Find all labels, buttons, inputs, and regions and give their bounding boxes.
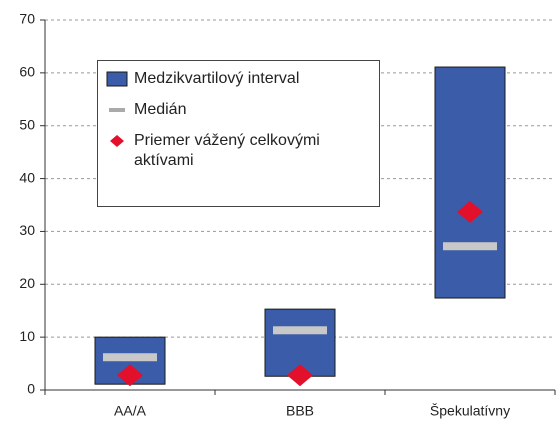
y-tick-label: 10 [19, 328, 35, 344]
median [103, 353, 157, 362]
legend-label: Medián [134, 101, 187, 118]
legend-symbol [106, 69, 128, 89]
x-tick-label: BBB [286, 403, 314, 419]
mean-marker [287, 364, 313, 387]
legend-label: Priemer vážený celkovými aktívami [134, 132, 320, 169]
legend-entry: Medzikvartilový interval [106, 69, 371, 89]
legend-label: Medzikvartilový interval [134, 70, 300, 87]
x-tick-label: Špekulatívny [430, 403, 510, 419]
x-tick-label: AA/A [114, 403, 147, 419]
legend-entry: Medián [106, 100, 371, 120]
y-tick-label: 0 [27, 381, 35, 397]
y-tick-label: 60 [19, 64, 35, 80]
median [443, 242, 497, 251]
legend-symbol [106, 100, 128, 120]
y-tick-label: 40 [19, 169, 35, 185]
mean-marker [457, 200, 483, 223]
y-tick-label: 50 [19, 116, 35, 132]
legend: Medzikvartilový interval Medián Priemer vá… [97, 60, 380, 207]
y-tick-label: 30 [19, 222, 35, 238]
y-tick-label: 70 [19, 11, 35, 27]
mean-marker [117, 364, 143, 387]
iqr-bar [434, 66, 506, 299]
legend-symbol [106, 131, 128, 151]
legend-entry: Priemer vážený celkovými aktívami [106, 131, 371, 171]
median [273, 326, 327, 335]
y-tick-label: 20 [19, 275, 35, 291]
